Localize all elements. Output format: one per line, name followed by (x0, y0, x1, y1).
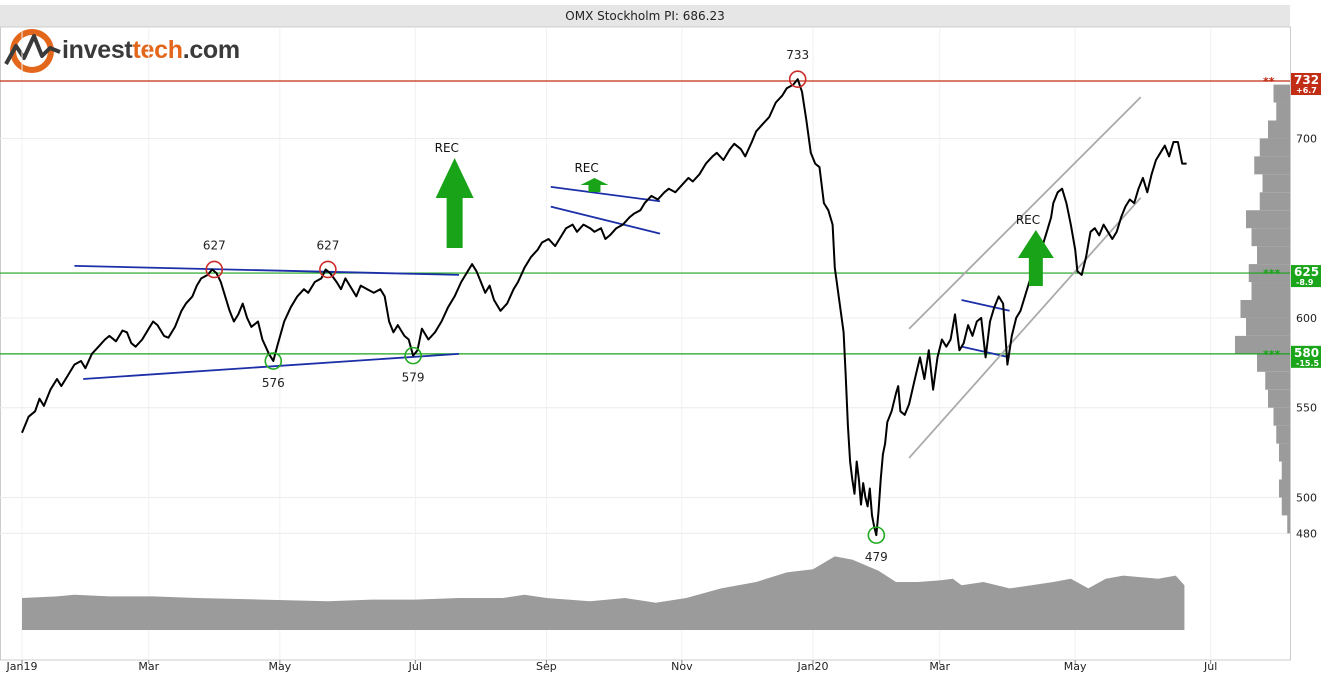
rec-arrow (1017, 230, 1054, 286)
level-value: 580 (1294, 346, 1319, 360)
y-tick-label: 500 (1296, 491, 1317, 504)
x-tick-label: Jan20 (796, 660, 828, 673)
x-tick-label: Mar (929, 660, 950, 673)
volume-profile-bar (1279, 443, 1290, 462)
x-tick-label: May (268, 660, 291, 673)
marker-value: 579 (402, 371, 425, 385)
volume-profile-bar (1262, 174, 1290, 193)
volume-profile-bar (1246, 317, 1290, 336)
trend-line (961, 299, 1010, 312)
trough-marker (867, 526, 886, 544)
volume-profile-bar (1235, 335, 1290, 354)
volume-profile-bar (1279, 479, 1290, 498)
volume-profile-bar (1265, 371, 1290, 390)
volume-profile-bar (1273, 407, 1290, 426)
volume-profile-bar (1259, 138, 1290, 157)
volume-profile-bar (1254, 156, 1290, 175)
trend-line (74, 264, 460, 276)
trend-lines (74, 96, 1142, 459)
volume-profile-bar (1268, 389, 1290, 408)
x-tick-label: Mar (138, 660, 159, 673)
axes: 480 500 550 600 700 Jan19 Mar May Jul Sep Nov Jan20… (6, 132, 1317, 673)
volume-area (22, 556, 1185, 630)
y-tick-label: 600 (1296, 312, 1317, 325)
marker-value: 576 (262, 376, 285, 390)
annotations: 627 627 576 579 733 479 (203, 48, 888, 564)
signals: REC REC REC (435, 141, 1054, 286)
volume-profile-bar (1268, 120, 1290, 139)
peak-marker (205, 260, 224, 279)
level-value: 625 (1294, 265, 1319, 279)
level-badge (1291, 73, 1321, 95)
x-tick-label: Jul (1203, 660, 1217, 673)
volume-profile-bar (1276, 102, 1290, 121)
y-tick-label: 700 (1296, 132, 1317, 145)
x-tick-label: May (1064, 660, 1087, 673)
level-change: +6.7 (1296, 86, 1317, 95)
rec-label: REC (1016, 213, 1040, 227)
level-value: 732 (1294, 73, 1319, 87)
trend-line (908, 197, 1142, 459)
marker-value: 627 (203, 238, 226, 252)
rec-arrow (580, 178, 609, 192)
volume-profile-bar (1257, 246, 1290, 265)
x-tick-label: Nov (671, 660, 693, 673)
peak-marker (788, 70, 807, 89)
trend-line (908, 96, 1142, 330)
level-stars: ** (1263, 75, 1275, 88)
x-tick-label: Sep (536, 660, 557, 673)
volume-profile-bar (1287, 515, 1290, 534)
rec-label: REC (574, 161, 598, 175)
rec-label: REC (435, 141, 459, 155)
volume-profile-bar (1281, 497, 1290, 516)
rec-arrow (435, 158, 474, 248)
volume-fill (22, 556, 1185, 630)
y-tick-label: 550 (1296, 402, 1317, 415)
marker-value: 733 (786, 48, 809, 62)
volume-profile-bar (1251, 282, 1290, 300)
volume-profile-bar (1251, 228, 1290, 247)
x-tick-label: Jul (408, 660, 422, 673)
plot-frame (0, 26, 1291, 661)
volume-profile-bar (1273, 84, 1290, 103)
trend-line (550, 205, 661, 235)
volume-profile-bar (1276, 425, 1290, 444)
level-change: -8.9 (1296, 278, 1314, 287)
level-badge (1291, 345, 1321, 368)
trend-line (550, 186, 661, 203)
price-line (21, 78, 1187, 537)
volume-profile (1235, 84, 1290, 534)
grid (0, 26, 1291, 661)
peak-marker (319, 260, 337, 279)
volume-profile-bar (1257, 353, 1290, 372)
level-stars: *** (1263, 348, 1281, 361)
trough-marker (404, 346, 422, 365)
price-series (21, 78, 1187, 537)
marker-value: 479 (865, 550, 888, 564)
volume-profile-bar (1259, 192, 1290, 211)
volume-profile-bar (1281, 461, 1290, 480)
marker-value: 627 (316, 238, 339, 252)
logo-text: investtech.com (62, 36, 240, 64)
trough-marker (264, 352, 283, 370)
level-change: -15.5 (1296, 359, 1319, 368)
volume-profile-bar (1240, 299, 1290, 318)
logo-icon (4, 29, 61, 73)
x-tick-label: Jan19 (6, 660, 38, 673)
level-badge (1291, 265, 1321, 288)
volume-profile-bar (1246, 210, 1290, 229)
level-stars: *** (1263, 267, 1281, 280)
trend-line (83, 352, 460, 380)
y-tick-label: 480 (1296, 527, 1317, 540)
chart-title: OMX Stockholm PI: 686.23 (0, 5, 1290, 27)
horizontal-levels: ** 732+6.7 *** 625-8.9 *** 580-15.5 (0, 73, 1321, 368)
